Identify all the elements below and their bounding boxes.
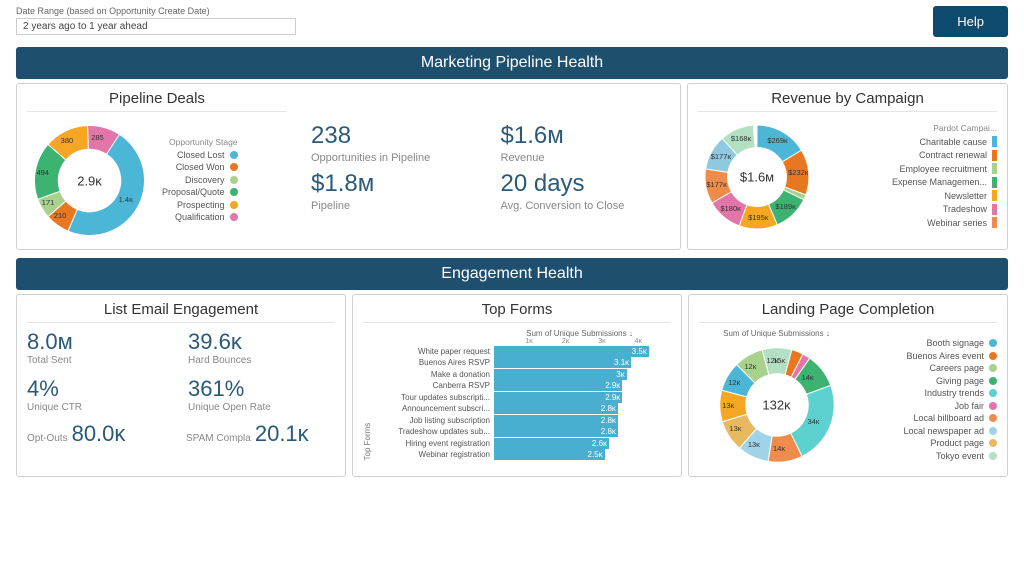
bar-row[interactable]: Hiring event registration2.6ᴋ [372,438,671,449]
legend-item[interactable]: Discovery [162,175,238,185]
legend-item[interactable]: Prospecting [162,200,238,210]
revenue-legend: Pardot Campai... Charitable causeContrac… [822,123,997,231]
card-title: Top Forms [363,301,671,323]
metric: 361%Unique Open Rate [188,376,335,413]
metric: $1.8ᴍPipeline [311,170,481,212]
bar-row[interactable]: Make a donation3ᴋ [372,369,671,380]
legend-item[interactable]: Closed Won [162,162,238,172]
legend-item[interactable]: Qualification [162,212,238,222]
metric: $1.6ᴍRevenue [501,122,671,164]
legend-item[interactable]: Charitable cause [822,136,997,147]
legend-item[interactable]: Employee recruitment [822,163,997,174]
legend-item[interactable]: Product page [862,438,997,448]
bar-row[interactable]: Job listing subscription2.8ᴋ [372,415,671,426]
metric: 20 daysAvg. Conversion to Close [501,170,671,212]
pipeline-metrics: 238Opportunities in Pipeline $1.6ᴍRevenue… [287,90,670,243]
top-forms-card: Top Forms Sum of Unique Submissions ↓ 1ᴋ… [352,294,682,477]
bar-row[interactable]: Tour updates subscripti...2.9ᴋ [372,392,671,403]
metric: 4%Unique CTR [27,376,174,413]
pipeline-legend: Opportunity Stage Closed LostClosed WonD… [162,137,238,225]
help-button[interactable]: Help [933,6,1008,37]
legend-item[interactable]: Contract renewal [822,150,997,161]
legend-item[interactable]: Job fair [862,401,997,411]
date-range-input[interactable]: 2 years ago to 1 year ahead [16,18,296,35]
donut-center: $1.6ᴍ [740,170,774,185]
legend-item[interactable]: Closed Lost [162,150,238,160]
legend-item[interactable]: Webinar series [822,217,997,228]
metric: Opt-Outs80.0ᴋ [27,421,176,447]
legend-item[interactable]: Buenos Aires event [862,351,997,361]
legend-item[interactable]: Expense Managemen... [822,177,997,188]
landing-donut[interactable]: 132ᴋ 15ᴋ14ᴋ34ᴋ14ᴋ13ᴋ13ᴋ13ᴋ12ᴋ12ᴋ12ᴋ [712,340,842,470]
bar-row[interactable]: Buenos Aires RSVP3.1ᴋ [372,357,671,368]
metric: SPAM Compla20.1ᴋ [186,421,335,447]
metric: 8.0ᴍTotal Sent [27,329,174,366]
date-range: Date Range (based on Opportunity Create … [16,6,296,35]
landing-completion-card: Landing Page Completion Sum of Unique Su… [688,294,1008,477]
bar-row[interactable]: Announcement subscri...2.8ᴋ [372,403,671,414]
top-bar: Date Range (based on Opportunity Create … [0,0,1024,39]
legend-item[interactable]: Careers page [862,363,997,373]
engagement-row: List Email Engagement 8.0ᴍTotal Sent 39.6… [0,294,1024,477]
landing-legend: Booth signage Buenos Aires event Careers p… [862,336,997,464]
legend-item[interactable]: Tradeshow [822,204,997,215]
card-title: Revenue by Campaign [698,90,997,112]
legend-item[interactable]: Booth signage [862,338,997,348]
revenue-campaign-card: Revenue by Campaign $1.6ᴍ $269ᴋ$232ᴋ$189… [687,83,1008,250]
legend-item[interactable]: Giving page [862,376,997,386]
bar-row[interactable]: Tradeshow updates sub...2.8ᴋ [372,426,671,437]
legend-item[interactable]: Local newspaper ad [862,426,997,436]
banner-pipeline: Marketing Pipeline Health [16,47,1008,79]
bar-row[interactable]: Canberra RSVP2.9ᴋ [372,380,671,391]
bar-row[interactable]: White paper request3.5ᴋ [372,346,671,357]
pipeline-donut[interactable]: 2.9ᴋ 1.4ᴋ210171494380285 [27,118,152,243]
metric: 238Opportunities in Pipeline [311,122,481,164]
legend-item[interactable]: Local billboard ad [862,413,997,423]
card-title: List Email Engagement [27,301,335,323]
revenue-donut[interactable]: $1.6ᴍ $269ᴋ$232ᴋ$189ᴋ$195ᴋ$180ᴋ$177ᴋ$177… [698,118,816,236]
legend-item[interactable]: Industry trends [862,388,997,398]
legend-item[interactable]: Newsletter [822,190,997,201]
email-engagement-card: List Email Engagement 8.0ᴍTotal Sent 39.6… [16,294,346,477]
card-title: Pipeline Deals [27,90,287,112]
donut-center: 2.9ᴋ [77,173,102,188]
legend-item[interactable]: Tokyo event [862,451,997,461]
metric: 39.6ᴋHard Bounces [188,329,335,366]
donut-center: 132ᴋ [762,398,790,413]
date-range-label: Date Range (based on Opportunity Create … [16,6,296,16]
bar-row[interactable]: Webinar registration2.5ᴋ [372,449,671,460]
banner-engagement: Engagement Health [16,258,1008,290]
pipeline-deals-card: Pipeline Deals 2.9ᴋ 1.4ᴋ210171494380285 … [16,83,681,250]
pipeline-row: Pipeline Deals 2.9ᴋ 1.4ᴋ210171494380285 … [0,83,1024,250]
legend-item[interactable]: Proposal/Quote [162,187,238,197]
card-title: Landing Page Completion [699,301,997,323]
